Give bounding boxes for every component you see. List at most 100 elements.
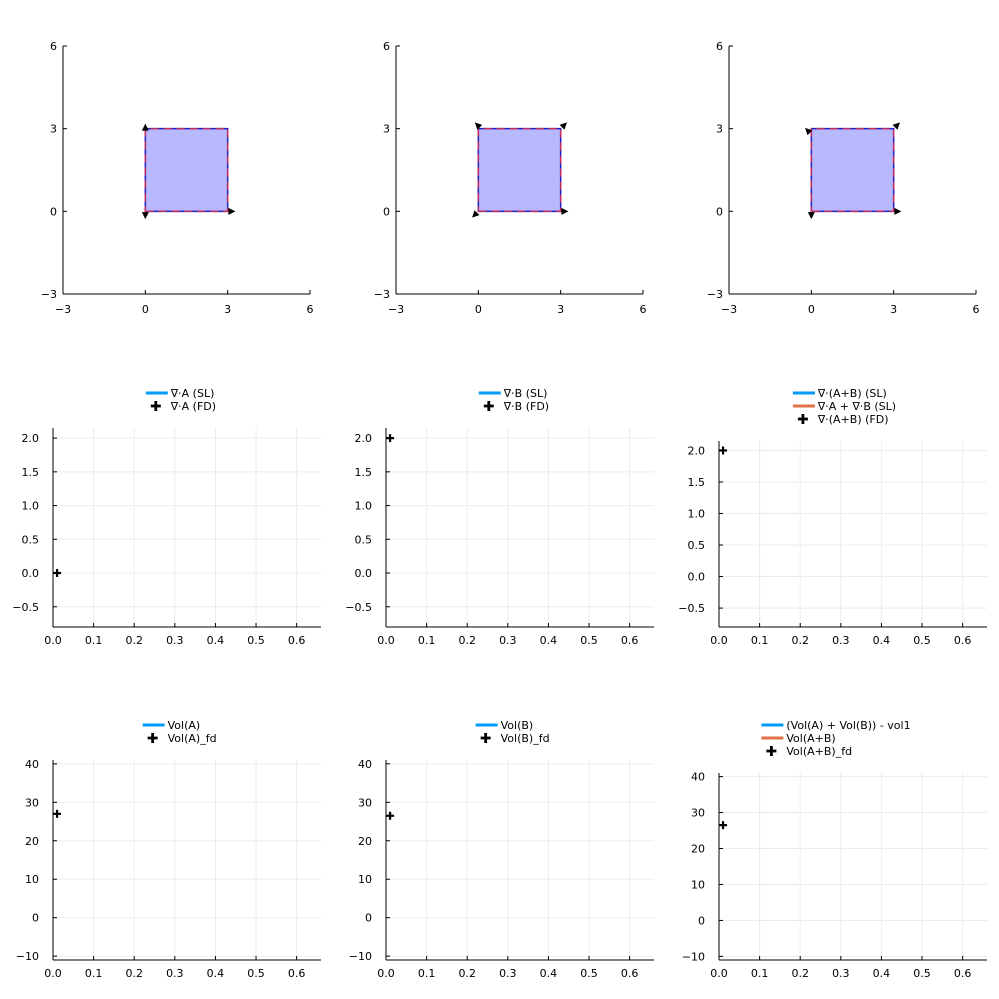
y-tick-label: −3	[374, 288, 390, 301]
panel-div-A: 0.0 0.1 0.2 0.3 0.4 0.5 0.6 −0.5 0.0 0.5 1.0 1.5 2.0…	[12, 387, 321, 647]
y-tick-label: 40	[691, 771, 705, 784]
x-tick-label: 0	[142, 303, 149, 316]
arrow-marker	[807, 212, 815, 220]
y-tick-label: 0.0	[355, 567, 373, 580]
arrow-marker	[228, 207, 236, 215]
legend-label: ∇⋅A (FD)	[170, 400, 216, 413]
arrow-marker	[561, 207, 569, 215]
y-tick-label: −10	[349, 950, 372, 963]
filled-square	[810, 127, 895, 213]
x-tick-label: 0.1	[418, 634, 436, 647]
data-point-cross	[53, 809, 62, 818]
x-tick-label: 0.2	[125, 967, 143, 980]
y-tick-label: 3	[716, 123, 723, 136]
y-tick-label: −3	[41, 288, 57, 301]
x-tick-label: 0.1	[751, 634, 769, 647]
y-tick-label: 0.5	[22, 533, 40, 546]
data-point-cross	[53, 569, 62, 578]
data-point-cross	[386, 811, 395, 820]
y-tick-label: 20	[25, 835, 39, 848]
y-tick-label: −0.5	[678, 602, 705, 615]
legend-label: Vol(A)_fd	[168, 732, 217, 745]
y-tick-label: 3	[50, 123, 57, 136]
legend-cross-swatch	[150, 401, 161, 411]
x-tick-label: 0.6	[954, 634, 972, 647]
x-tick-label: 0.5	[913, 967, 931, 980]
x-tick-label: 0.6	[621, 967, 639, 980]
y-tick-label: −10	[16, 950, 39, 963]
panel-shape-A: −3 0 3 6 −3 0 3 6	[41, 40, 314, 316]
y-tick-label: 1.0	[688, 508, 706, 521]
arrow-marker	[472, 210, 480, 218]
arrow-marker	[141, 212, 149, 220]
y-tick-label: 2.0	[688, 444, 706, 457]
y-tick-label: 0	[698, 914, 705, 927]
legend-label: ∇⋅B (SL)	[503, 387, 548, 400]
legend-cross-swatch	[480, 733, 491, 743]
panel-vol-AB: 0.0 0.1 0.2 0.3 0.4 0.5 0.6 −10 0 10 20 30 40 (Vol(A)…	[682, 719, 987, 980]
legend-label: (Vol(A) + Vol(B)) - vol1	[786, 719, 910, 732]
x-tick-label: 0.3	[166, 634, 184, 647]
legend-cross-swatch	[797, 414, 808, 424]
legend-label: Vol(A)	[168, 719, 201, 732]
x-tick-label: 3	[557, 303, 564, 316]
x-tick-label: 0.6	[954, 967, 972, 980]
legend-label: Vol(B)_fd	[501, 732, 550, 745]
y-tick-label: −3	[707, 288, 723, 301]
x-tick-label: 0.0	[44, 634, 62, 647]
x-tick-label: 0.0	[377, 967, 395, 980]
y-tick-label: 0	[365, 912, 372, 925]
legend-label: ∇⋅A (SL)	[170, 387, 215, 400]
y-tick-label: −10	[682, 950, 705, 963]
y-tick-label: 0.0	[688, 571, 706, 584]
legend: ∇⋅(A+B) (SL)∇⋅A + ∇⋅B (SL)∇⋅(A+B) (FD)	[792, 387, 896, 426]
y-tick-label: 6	[383, 40, 390, 53]
x-tick-label: 0.0	[710, 967, 728, 980]
y-tick-label: 1.5	[22, 466, 40, 479]
data-point-cross	[386, 434, 395, 443]
x-tick-label: 0.5	[580, 967, 598, 980]
legend-label: ∇⋅(A+B) (SL)	[817, 387, 887, 400]
filled-square	[144, 127, 229, 213]
y-tick-label: 1.0	[355, 500, 373, 513]
x-tick-label: 0.5	[913, 634, 931, 647]
x-tick-label: 0.1	[418, 967, 436, 980]
panel-vol-B: 0.0 0.1 0.2 0.3 0.4 0.5 0.6 −10 0 10 20 30 40 Vol(B)V…	[349, 719, 654, 980]
x-tick-label: 0.0	[44, 967, 62, 980]
arrow-marker	[141, 123, 149, 131]
y-tick-label: 0.5	[355, 533, 373, 546]
data-point-cross	[719, 821, 728, 830]
data-point-cross	[719, 446, 728, 455]
x-tick-label: 0.2	[458, 634, 476, 647]
y-tick-label: 40	[358, 758, 372, 771]
y-tick-label: 2.0	[22, 432, 40, 445]
x-tick-label: 0.5	[247, 967, 265, 980]
y-tick-label: 40	[25, 758, 39, 771]
y-tick-label: 0	[32, 912, 39, 925]
legend-cross-swatch	[147, 733, 158, 743]
legend: ∇⋅B (SL)∇⋅B (FD)	[478, 387, 549, 413]
y-tick-label: 3	[383, 123, 390, 136]
x-tick-label: −3	[388, 303, 404, 316]
arrow-marker	[805, 127, 813, 136]
y-tick-label: 6	[50, 40, 57, 53]
y-tick-label: 10	[358, 873, 372, 886]
x-tick-label: 6	[973, 303, 980, 316]
x-tick-label: −3	[721, 303, 737, 316]
legend: Vol(B)Vol(B)_fd	[475, 719, 550, 745]
x-tick-label: 0.1	[85, 634, 103, 647]
y-tick-label: 20	[691, 843, 705, 856]
x-tick-label: 0	[475, 303, 482, 316]
y-tick-label: 6	[716, 40, 723, 53]
panel-div-AB: 0.0 0.1 0.2 0.3 0.4 0.5 0.6 −0.5 0.0 0.5 1.0 1.5 2.0…	[678, 387, 987, 647]
x-tick-label: 0.0	[377, 634, 395, 647]
x-tick-label: 0.3	[166, 967, 184, 980]
y-tick-label: 1.0	[22, 500, 40, 513]
y-tick-label: 10	[25, 873, 39, 886]
legend-cross-swatch	[766, 746, 777, 756]
x-tick-label: 0.3	[499, 967, 517, 980]
x-tick-label: 0.1	[85, 967, 103, 980]
x-tick-label: 0.4	[207, 967, 225, 980]
x-tick-label: 0.3	[832, 634, 850, 647]
y-tick-label: 30	[691, 807, 705, 820]
